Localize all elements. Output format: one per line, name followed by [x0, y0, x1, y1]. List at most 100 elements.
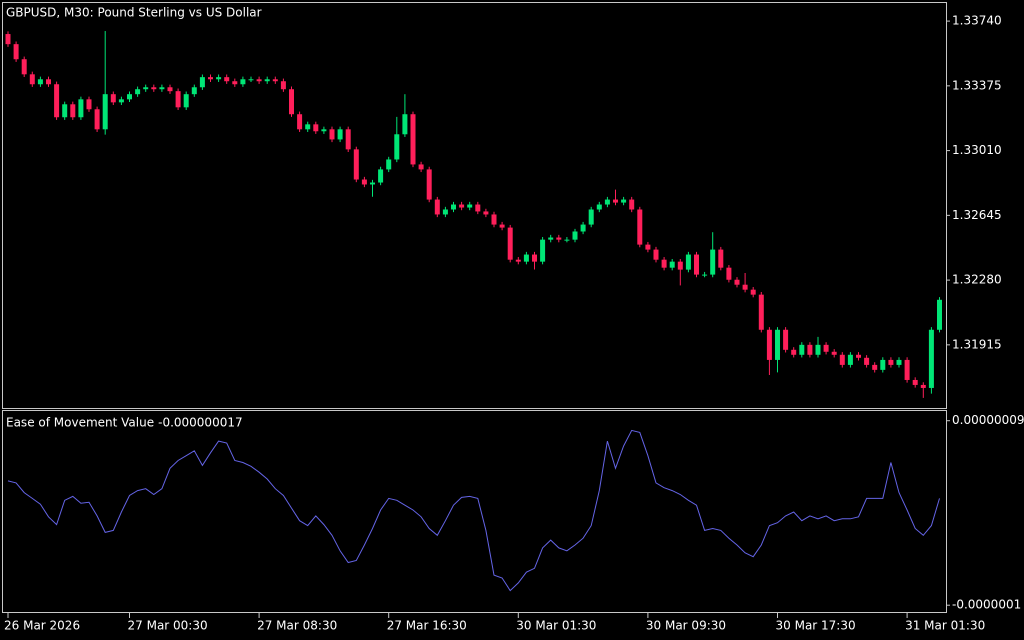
- candle-body: [750, 289, 756, 295]
- candle-body: [54, 84, 60, 118]
- candle-body: [46, 79, 51, 85]
- x-tick-label: 26 Mar 2026: [4, 619, 80, 633]
- candle-body: [442, 209, 448, 215]
- candle-body: [127, 94, 132, 100]
- indicator-line: [7, 429, 940, 592]
- x-tick-label: 30 Mar 09:30: [646, 619, 726, 633]
- candle-body: [920, 384, 926, 388]
- candle-body: [742, 284, 748, 290]
- candle-body: [410, 114, 416, 165]
- candle-body: [199, 77, 205, 88]
- indicator-value: -0.000000017: [158, 416, 243, 430]
- candle-body: [62, 104, 68, 118]
- candle-body: [637, 209, 643, 245]
- y-tick-label: 0.00000009: [952, 413, 1024, 427]
- y-tick-label: 1.33375: [952, 78, 1002, 92]
- x-tick-label: 27 Mar 08:30: [257, 619, 337, 633]
- candle-body: [580, 224, 586, 232]
- candle-body: [758, 294, 764, 330]
- indicator-panel-frame: [2, 410, 947, 613]
- y-tick-label: 1.32280: [952, 273, 1002, 287]
- candle-body: [167, 87, 173, 92]
- chart-title: GBPUSD, M30: Pound Sterling vs US Dollar: [6, 6, 262, 20]
- candle-body: [491, 214, 497, 225]
- candle-body: [523, 254, 529, 262]
- y-tick-label: -0.0000001: [952, 598, 1021, 612]
- candle-body: [94, 109, 100, 130]
- candle-body: [191, 87, 197, 95]
- candle-body: [588, 209, 594, 225]
- candle-body: [783, 329, 789, 350]
- candle-body: [912, 379, 918, 385]
- candle-body: [685, 254, 691, 270]
- candle-body: [937, 299, 942, 330]
- candle-body: [386, 159, 392, 170]
- candle-body: [370, 182, 375, 185]
- candle-body: [775, 329, 780, 360]
- candle-body: [815, 344, 821, 355]
- candle-body: [151, 87, 157, 90]
- x-tick-label: 31 Mar 01:30: [905, 619, 985, 633]
- candle-body: [726, 267, 732, 280]
- y-tick-label: 1.31915: [952, 337, 1002, 351]
- x-tick-label: 30 Mar 01:30: [516, 619, 596, 633]
- candle-body: [361, 179, 367, 185]
- candle-body: [645, 244, 651, 250]
- candle-body: [734, 279, 740, 285]
- candle-body: [548, 237, 554, 240]
- candle-body: [21, 59, 27, 75]
- candle-body: [515, 259, 521, 262]
- candle-body: [280, 81, 286, 90]
- candle-body: [864, 357, 870, 365]
- candle-body: [540, 239, 546, 262]
- candle-body: [702, 274, 708, 276]
- candle-body: [418, 164, 424, 170]
- candle-body: [240, 79, 246, 85]
- candle-body: [264, 79, 270, 82]
- y-tick-label: 1.33010: [952, 143, 1002, 157]
- candle-body: [183, 94, 189, 108]
- candle-body: [426, 169, 432, 200]
- candle-body: [118, 99, 124, 103]
- candle-body: [394, 134, 400, 160]
- candle-body: [807, 344, 813, 355]
- candle-body: [856, 354, 861, 358]
- candle-body: [710, 249, 716, 275]
- candle-body: [499, 224, 505, 228]
- candle-body: [37, 79, 43, 85]
- candle-body: [110, 94, 116, 103]
- candle-body: [248, 79, 254, 81]
- candle-body: [621, 199, 627, 203]
- candle-body: [378, 169, 384, 183]
- y-tick-label: 1.33740: [952, 14, 1002, 28]
- candle-body: [208, 77, 213, 80]
- candle-body: [272, 79, 278, 82]
- candle-body: [321, 129, 327, 132]
- candle-body: [232, 81, 238, 85]
- indicator-name: Ease of Movement Value: [6, 416, 154, 430]
- candle-body: [677, 261, 683, 270]
- candle-body: [556, 237, 562, 240]
- candle-body: [13, 44, 19, 60]
- candle-body: [661, 259, 667, 268]
- candle-body: [459, 204, 465, 208]
- candle-body: [880, 359, 886, 370]
- candle-body: [256, 79, 262, 82]
- candle-body: [289, 89, 294, 115]
- candle-body: [831, 351, 837, 355]
- candle-body: [467, 204, 473, 208]
- candle-body: [791, 349, 797, 355]
- candle-body: [766, 329, 772, 360]
- candle-body: [329, 129, 335, 140]
- candle-body: [888, 359, 894, 365]
- candle-body: [70, 104, 76, 118]
- candle-body: [483, 211, 489, 215]
- price-panel-frame: [2, 2, 947, 409]
- candle-body: [451, 204, 456, 210]
- candle-body: [532, 254, 537, 262]
- candle-body: [434, 199, 440, 215]
- candle-body: [904, 359, 910, 380]
- candle-body: [613, 199, 618, 203]
